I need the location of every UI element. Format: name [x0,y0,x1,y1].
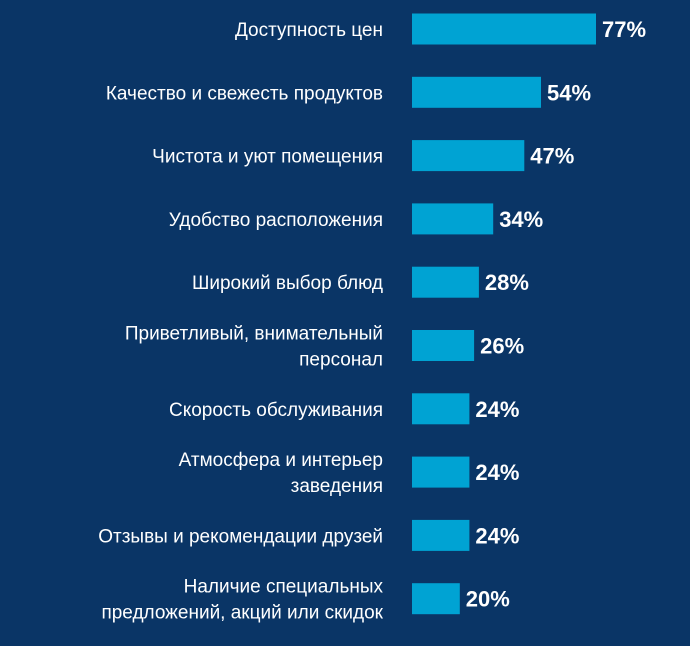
value-label: 24% [475,460,519,485]
value-label: 34% [499,207,543,232]
bar [412,330,475,361]
bar [412,583,460,615]
category-label: Качество и свежесть продуктов [106,83,383,104]
bar [412,203,494,235]
value-label: 77% [602,17,646,42]
category-label: Скорость обслуживания [169,400,383,421]
value-label: 54% [547,80,591,105]
value-label: 24% [475,523,519,548]
bar-row: Атмосфера и интерьер заведения 24% [179,450,520,497]
bar [412,393,470,425]
category-label-line: Наличие специальных [184,577,384,598]
bar [412,519,470,551]
category-label-line: предложений, акций или скидок [101,603,383,624]
bar-row: Скорость обслуживания 24% [169,393,519,425]
category-label: Удобство расположения [169,210,383,231]
category-label: Атмосфера и интерьер заведения [179,450,383,497]
category-label-line: Доступность цен [235,20,383,41]
bar-row: Отзывы и рекомендации друзей 24% [98,519,519,551]
bar [412,456,470,488]
category-label-line: Широкий выбор блюд [192,273,383,294]
category-label: Наличие специальных предложений, акций ил… [101,577,383,624]
category-label-line: Чистота и уют помещения [152,147,383,168]
category-label: Отзывы и рекомендации друзей [98,526,383,547]
bar-row: Широкий выбор блюд 28% [192,266,529,298]
category-label-line: Отзывы и рекомендации друзей [98,526,383,547]
category-label: Доступность цен [235,20,383,41]
value-label: 26% [480,334,524,359]
category-label-line: Приветливый, внимательный [125,324,383,345]
bar-row: Чистота и уют помещения 47% [152,140,574,172]
category-label: Широкий выбор блюд [192,273,383,294]
value-label: 24% [475,397,519,422]
category-label-line: Качество и свежесть продуктов [106,83,383,104]
bar-row: Удобство расположения 34% [169,203,543,235]
bar [412,140,525,172]
bar-row: Доступность цен 77% [235,13,646,45]
category-label: Приветливый, внимательный персонал [125,324,383,371]
category-label-line: Атмосфера и интерьер [179,450,383,471]
category-label-line: персонал [299,350,383,371]
value-label: 28% [485,270,529,295]
bar-row: Приветливый, внимательный персонал 26% [125,324,524,371]
bar [412,266,479,298]
value-label: 20% [466,587,510,612]
category-label-line: заведения [291,476,383,497]
bar [412,13,596,45]
bar-row: Наличие специальных предложений, акций ил… [101,577,509,624]
bar-row: Качество и свежесть продуктов 54% [106,76,591,108]
category-label: Чистота и уют помещения [152,147,383,168]
category-label-line: Скорость обслуживания [169,400,383,421]
category-label-line: Удобство расположения [169,210,383,231]
value-label: 47% [530,144,574,169]
bar [412,76,541,108]
